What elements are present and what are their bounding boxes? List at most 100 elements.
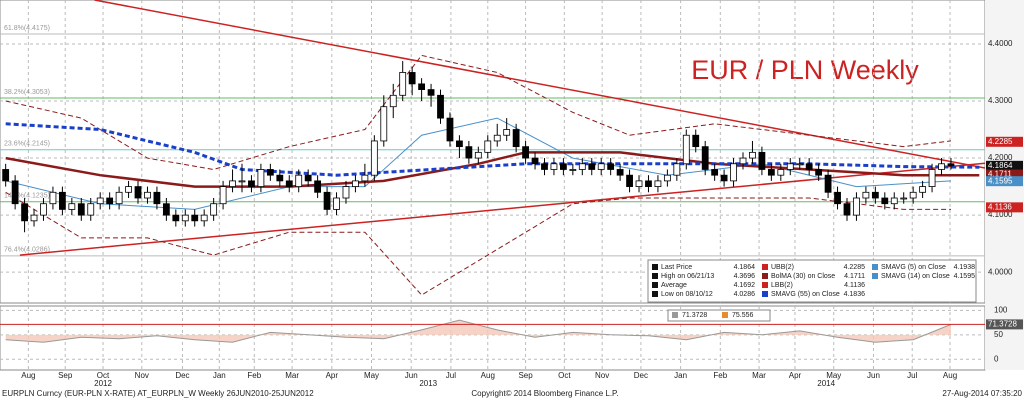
candle-body: [484, 140, 492, 153]
candle-body: [871, 191, 879, 199]
legend-name: SMAVG (14) on Close: [881, 273, 950, 280]
candle-body: [370, 140, 378, 176]
x-tick-label: May: [364, 371, 379, 380]
x-tick-label: May: [826, 371, 841, 380]
legend-swatch: [872, 264, 878, 270]
candle-body: [815, 169, 823, 176]
x-tick-label: Sep: [58, 371, 73, 380]
rsi-panel: [0, 305, 986, 371]
candle-body: [342, 186, 350, 199]
y-tick-label: 4.0000: [988, 267, 1013, 276]
candle-body: [248, 180, 255, 187]
candle-body: [843, 203, 851, 216]
year-label: 2014: [817, 379, 835, 388]
legend-swatch: [652, 282, 658, 288]
legend-value: 4.1595: [954, 273, 976, 280]
x-tick-label: Feb: [713, 371, 727, 380]
y-tick-label: 4.3000: [988, 96, 1013, 105]
legend-name: Average: [661, 282, 687, 289]
legend-swatch: [762, 273, 768, 279]
level-label: 14.6%(4.1235): [4, 193, 50, 200]
legend-name: High on 06/21/13: [661, 273, 714, 280]
candle-body: [786, 163, 794, 170]
legend-name: LBB(2): [771, 282, 793, 289]
x-tick-label: Feb: [247, 371, 261, 380]
candle-body: [427, 89, 435, 96]
price-tag-label: 4.1864: [988, 161, 1013, 170]
price-tag: [986, 136, 1023, 147]
footer-left: EURPLN Curncy (EUR-PLN X-RATE) AT_EURPLN…: [2, 389, 314, 398]
candle-body: [645, 180, 652, 187]
candle-body: [559, 163, 567, 170]
candle-body: [597, 163, 605, 170]
level-label: 23.6%(4.2145): [4, 141, 50, 148]
candle-body: [626, 174, 633, 187]
candle-body: [172, 214, 180, 222]
candle-body: [777, 169, 785, 176]
candle-body: [96, 197, 104, 205]
candle-body: [446, 117, 454, 142]
candle-body: [238, 180, 246, 183]
candle-body: [739, 157, 747, 165]
x-tick-label: Aug: [21, 371, 35, 380]
candle-body: [853, 197, 860, 216]
candle-body: [720, 174, 728, 182]
rsi-tag-label: 71.3728: [988, 319, 1017, 328]
candle-body: [654, 180, 662, 187]
candle-body: [77, 203, 85, 216]
legend-swatch: [762, 264, 768, 270]
x-tick-label: Jun: [867, 371, 880, 380]
candle-body: [229, 180, 236, 187]
candle-body: [711, 169, 719, 176]
price-tag-label: 4.1136: [988, 202, 1012, 211]
level-label: 61.8%(4.4175): [4, 25, 50, 32]
legend-value: 4.2285: [844, 264, 866, 271]
candle-body: [474, 151, 482, 159]
candle-body: [522, 146, 529, 159]
candle-body: [314, 180, 322, 193]
candle-body: [588, 163, 596, 170]
candle-body: [191, 214, 199, 222]
candle-body: [210, 203, 218, 216]
legend-value: 4.1136: [844, 282, 865, 289]
y-tick-label: 4.4000: [988, 39, 1013, 48]
candle-body: [796, 163, 804, 166]
candle-body: [276, 174, 284, 182]
footer-center: Copyright© 2014 Bloomberg Finance L.P.: [471, 389, 618, 398]
rsi-tick-label: 50: [994, 330, 1003, 339]
candle-body: [758, 151, 766, 170]
rsi-line: [5, 319, 952, 343]
candle-body: [881, 197, 889, 205]
candle-body: [701, 146, 709, 170]
candle-body: [2, 169, 10, 182]
legend-name: SMAVG (5) on Close: [881, 264, 946, 271]
candle-body: [900, 197, 908, 200]
candle-body: [389, 94, 397, 108]
candle-body: [162, 203, 170, 216]
candle-body: [323, 191, 331, 210]
candle-body: [493, 134, 501, 142]
candle-body: [153, 191, 161, 205]
x-tick-label: Jun: [405, 371, 418, 380]
candle-body: [890, 197, 898, 205]
candle-body: [352, 180, 359, 187]
legend-swatch: [652, 264, 658, 270]
rsi-tick-label: 100: [994, 306, 1008, 315]
price-tag: [986, 202, 1023, 213]
x-tick-label: Apr: [326, 371, 339, 380]
rsi-area: [5, 320, 951, 343]
candle-body: [408, 72, 416, 85]
price-tag: [986, 160, 1023, 171]
indicator-line: [5, 191, 951, 296]
candle-body: [68, 203, 76, 210]
legend-value: 4.1864: [734, 264, 756, 271]
candle-body: [824, 174, 832, 193]
rsi-tick-label: 0: [994, 354, 999, 363]
x-tick-label: Jul: [907, 371, 917, 380]
x-tick-label: Dec: [175, 371, 189, 380]
y-tick-label: 4.2000: [988, 153, 1013, 162]
candle-body: [285, 180, 293, 187]
x-tick-label: Mar: [752, 371, 766, 380]
candle-body: [730, 163, 737, 182]
